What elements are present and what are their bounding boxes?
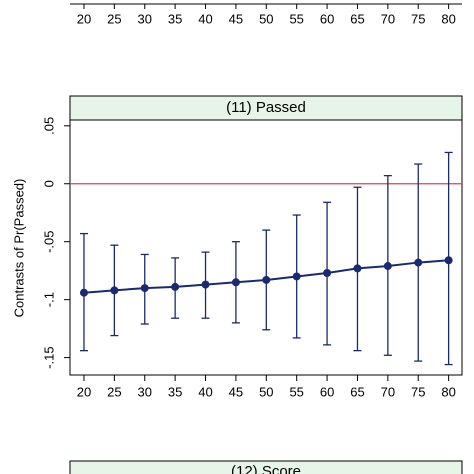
point [323,269,332,277]
point [231,278,240,287]
point [262,275,271,284]
point [353,264,362,273]
x-tick-label: 20 [77,11,91,26]
panel-header [69,460,463,474]
x-tick-label: 55 [289,384,303,399]
x-tick-label: 65 [350,11,364,26]
x-tick-label: 55 [289,11,303,26]
x-tick-label: 30 [138,11,152,26]
x-tick-label: 50 [259,11,273,26]
x-tick-label: 20 [77,384,91,399]
y-tick-label: 0 [41,180,56,187]
point [201,280,210,289]
x-tick-label: 65 [350,384,364,399]
x-tick-label: 70 [381,384,395,399]
x-tick-label: 70 [381,11,395,26]
point [110,286,119,295]
y-tick-label: -.1 [41,292,56,307]
x-tick-label: 45 [229,384,243,399]
x-tick-label: 45 [229,11,243,26]
y-tick-label: -.05 [41,231,56,253]
point [171,282,180,291]
x-tick-label: 75 [411,11,425,26]
x-tick-label: 35 [168,384,182,399]
y-tick-label: .05 [41,117,56,135]
x-tick-label: 40 [198,11,212,26]
y-tick-label: -.15 [41,346,56,368]
x-tick-label: 35 [168,11,182,26]
x-tick-label: 60 [320,11,334,26]
x-tick-label: 50 [259,384,273,399]
x-tick-label: 40 [198,384,212,399]
point [140,284,149,293]
x-tick-label: 60 [320,384,334,399]
point [414,258,423,267]
x-tick-label: 80 [441,11,455,26]
x-tick-label: 30 [138,384,152,399]
panel-header [69,95,463,121]
panel-title: (12) Score [231,463,301,474]
point [444,256,453,265]
point [292,272,301,281]
y-axis-title: Contrasts of Pr(Passed) [11,179,26,318]
point [383,262,392,271]
point [79,288,88,297]
panel-title: (11) Passed [226,99,306,116]
x-tick-label: 75 [411,384,425,399]
x-tick-label: 80 [441,384,455,399]
x-tick-label: 25 [107,11,121,26]
x-tick-label: 25 [107,384,121,399]
